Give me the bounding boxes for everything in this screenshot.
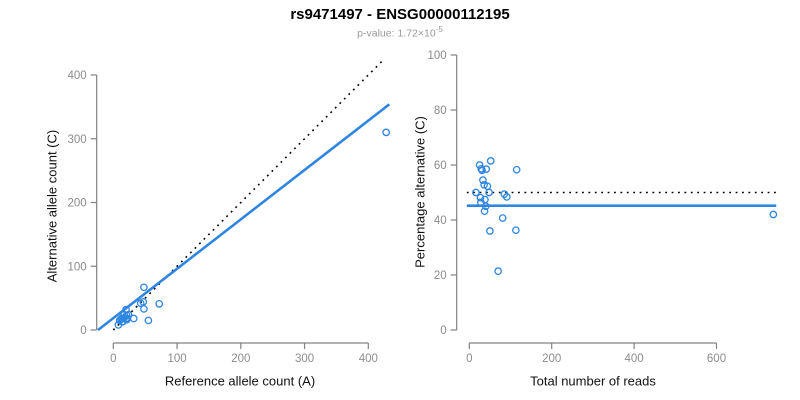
- right-data-point: [494, 267, 502, 275]
- right-data-point: [498, 214, 507, 222]
- left-y-tick-label: 200: [68, 198, 87, 210]
- right-data-point: [481, 202, 490, 211]
- right-data-point: [472, 188, 480, 197]
- right-data-point: [502, 193, 511, 201]
- left-data-point: [140, 305, 148, 313]
- right-y-tick-label: 20: [434, 270, 447, 282]
- right-x-tick-label: 400: [625, 353, 644, 365]
- left-data-point: [155, 300, 164, 308]
- p-value-exponent: -5: [435, 25, 443, 34]
- p-value-subtitle: p-value: 1.72×10-5: [0, 25, 800, 40]
- left-x-tick-label: 200: [231, 353, 250, 365]
- right-data-point: [477, 165, 486, 173]
- figure-title: rs9471497 - ENSG00000112195: [290, 6, 510, 23]
- left-data-point: [139, 298, 148, 306]
- p-value-text: p-value: 1.72×10: [357, 27, 436, 40]
- left-data-point: [129, 314, 138, 323]
- right-data-point: [769, 210, 778, 219]
- left-x-tick-label: 100: [167, 353, 186, 365]
- right-plot-yaxis-title: Percentage alternative (C): [412, 116, 428, 268]
- right-data-point: [486, 227, 494, 235]
- right-x-tick-label: 0: [466, 353, 472, 365]
- left-y-tick-label: 300: [68, 134, 87, 146]
- left-data-point: [140, 283, 148, 292]
- right-data-point: [482, 165, 491, 173]
- left-x-tick-label: 0: [110, 353, 116, 365]
- right-y-tick-label: 80: [434, 105, 447, 117]
- right-data-point: [485, 188, 493, 197]
- left-plot-yaxis-title: Alternative allele count (C): [44, 129, 60, 283]
- right-y-tick-label: 0: [440, 325, 446, 337]
- right-plot-xaxis-title: Total number of reads: [530, 373, 656, 389]
- right-data-point: [479, 176, 487, 184]
- left-data-point: [382, 128, 390, 137]
- left-fit-line: [97, 103, 391, 332]
- right-data-point: [480, 207, 489, 216]
- right-y-tick-label: 60: [434, 160, 447, 172]
- left-y-tick-label: 400: [68, 70, 87, 82]
- left-x-tick-label: 400: [359, 353, 378, 365]
- right-data-point: [512, 165, 521, 174]
- left-y-tick-label: 100: [68, 261, 87, 273]
- left-plot-xaxis-title: Reference allele count (A): [164, 373, 316, 389]
- right-data-point: [486, 157, 495, 165]
- right-y-tick-label: 100: [428, 50, 447, 62]
- left-x-tick-label: 300: [295, 353, 314, 365]
- right-data-point: [476, 193, 485, 202]
- right-y-tick-label: 40: [434, 215, 447, 227]
- left-identity-line: [112, 59, 385, 331]
- right-x-tick-label: 200: [542, 353, 561, 365]
- right-x-tick-label: 600: [707, 353, 726, 365]
- left-data-point: [122, 315, 131, 324]
- left-y-tick-label: 0: [80, 325, 86, 337]
- right-data-point: [512, 226, 520, 235]
- left-data-point: [144, 316, 153, 325]
